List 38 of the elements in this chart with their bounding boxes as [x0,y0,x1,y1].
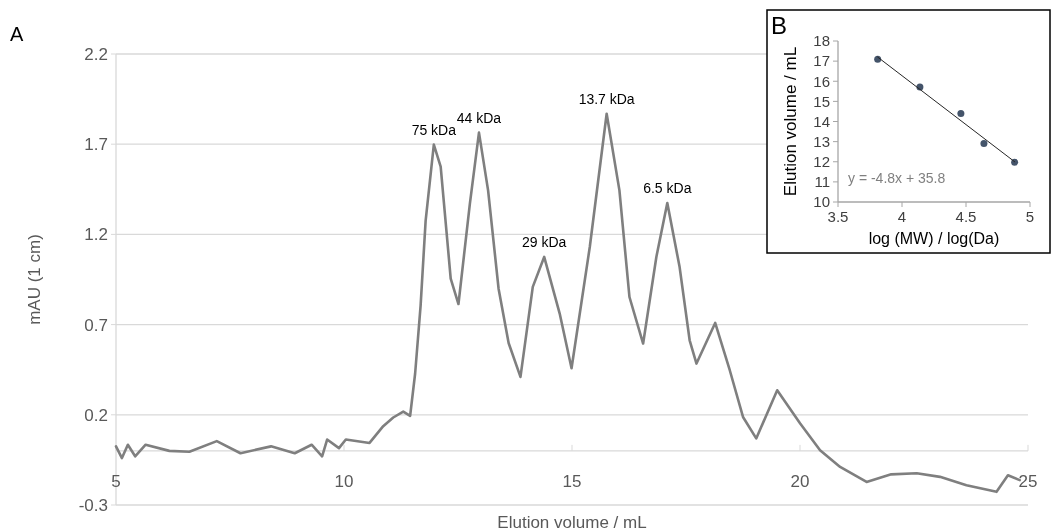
annotation: 44 kDa [456,109,502,126]
y-tick-label: 12 [813,153,830,170]
x-tick-label: 5 [1025,208,1035,225]
y-tick-label: 11 [814,173,830,191]
x-tick-label: 25 [1018,471,1038,491]
text: A [10,23,24,45]
annotation: y = -4.8x + 35.8 [848,169,946,186]
y-tick-label: 1.2 [84,225,108,245]
y-tick-label: 1.7 [84,135,108,155]
y-axis-title: Elution volume / mL [781,46,800,197]
text: B [771,12,788,39]
y-axis-title: mAU (1 cm) [25,234,44,325]
x-tick-label: 10 [334,471,354,491]
y-tick-label: 10 [813,193,830,211]
x-tick-label: 4 [897,208,907,225]
y-tick-label: 13 [813,132,830,150]
y-tick-label: -0.3 [78,495,108,515]
y-tick-label: 0.7 [84,315,108,335]
point [980,139,988,147]
y-tick-label: 15 [813,92,830,110]
x-tick-label: 15 [562,471,582,491]
y-tick-label: 14 [813,112,830,130]
x-tick-label: 5 [111,471,121,491]
annotation: 13.7 kDa [578,90,635,107]
x-axis-title: log (MW) / log(Da) [868,230,1000,247]
point [957,109,965,117]
x-tick-label: 4.5 [955,208,977,225]
y-tick-label: 0.2 [84,405,108,425]
x-tick-label: 20 [790,471,810,491]
y-tick-label: 16 [813,72,830,90]
x-tick-label: 3.5 [827,208,849,225]
annotation: 6.5 kDa [643,180,692,197]
y-tick-label: 2.2 [84,44,108,64]
x-axis-title: Elution volume / mL [497,513,647,532]
annotation: 29 kDa [522,233,567,250]
y-tick-label: 17 [813,52,830,70]
annotation: 75 kDa [411,121,457,138]
y-tick-label: 18 [813,32,830,50]
